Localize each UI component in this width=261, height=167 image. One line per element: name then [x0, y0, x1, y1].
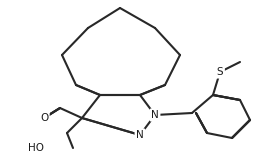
Text: S: S	[217, 67, 223, 77]
Text: N: N	[136, 130, 144, 140]
Text: N: N	[151, 110, 159, 120]
Text: HO: HO	[28, 143, 44, 153]
Text: O: O	[40, 113, 48, 123]
